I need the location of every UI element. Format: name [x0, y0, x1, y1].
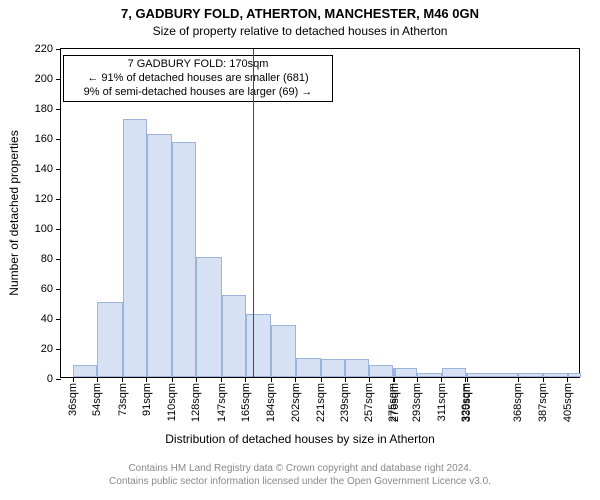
- histogram-bar: [417, 373, 441, 378]
- y-tick-label: 20: [41, 343, 61, 355]
- histogram-bar: [123, 119, 147, 377]
- x-tick-label: 91sqm: [141, 383, 153, 416]
- histogram-bar: [73, 365, 97, 377]
- y-tick-label: 220: [35, 43, 61, 55]
- x-tick: [271, 377, 272, 382]
- x-tick-label: 405sqm: [562, 383, 574, 422]
- x-tick: [394, 377, 395, 382]
- x-tick: [441, 377, 442, 382]
- x-tick-label: 147sqm: [216, 383, 228, 422]
- x-axis-label: Distribution of detached houses by size …: [0, 432, 600, 446]
- histogram-bar: [467, 373, 518, 378]
- footer-line: Contains public sector information licen…: [0, 475, 600, 488]
- y-axis-label: Number of detached properties: [7, 130, 21, 295]
- x-tick-label: 276sqm: [389, 383, 401, 422]
- footer-line: Contains HM Land Registry data © Crown c…: [0, 462, 600, 475]
- histogram-bar: [543, 373, 567, 378]
- histogram-bar: [147, 134, 172, 377]
- annotation-box: 7 GADBURY FOLD: 170sqm ← 91% of detached…: [63, 55, 333, 102]
- plot-area: 7 GADBURY FOLD: 170sqm ← 91% of detached…: [60, 48, 580, 378]
- x-tick-label: 239sqm: [339, 383, 351, 422]
- y-tick-label: 100: [35, 223, 61, 235]
- x-tick-label: 54sqm: [91, 383, 103, 416]
- x-tick: [221, 377, 222, 382]
- x-tick: [467, 377, 468, 382]
- annotation-line: 7 GADBURY FOLD: 170sqm: [70, 58, 326, 72]
- x-tick-label: 165sqm: [240, 383, 252, 422]
- annotation-line: ← 91% of detached houses are smaller (68…: [70, 72, 326, 86]
- histogram-bar: [271, 325, 295, 378]
- x-tick-label: 128sqm: [190, 383, 202, 422]
- x-tick: [567, 377, 568, 382]
- x-tick: [518, 377, 519, 382]
- x-tick-label: 202sqm: [290, 383, 302, 422]
- x-tick-label: 221sqm: [315, 383, 327, 422]
- x-tick-label: 311sqm: [436, 383, 448, 421]
- chart-subtitle: Size of property relative to detached ho…: [0, 24, 600, 38]
- histogram-bar: [518, 373, 543, 378]
- x-tick: [146, 377, 147, 382]
- property-marker-line: [253, 49, 254, 377]
- x-tick-label: 330sqm: [461, 383, 473, 422]
- x-tick: [122, 377, 123, 382]
- x-tick: [73, 377, 74, 382]
- x-tick: [321, 377, 322, 382]
- x-tick: [543, 377, 544, 382]
- annotation-line: 9% of semi-detached houses are larger (6…: [70, 86, 326, 100]
- x-tick-label: 387sqm: [537, 383, 549, 422]
- histogram-bar: [395, 368, 418, 377]
- y-tick-label: 0: [47, 373, 61, 385]
- x-tick-label: 36sqm: [67, 383, 79, 416]
- y-tick-label: 140: [35, 163, 61, 175]
- x-tick: [369, 377, 370, 382]
- footer-attribution: Contains HM Land Registry data © Crown c…: [0, 462, 600, 488]
- x-tick: [417, 377, 418, 382]
- x-tick: [345, 377, 346, 382]
- y-tick-label: 180: [35, 103, 61, 115]
- y-tick-label: 200: [35, 73, 61, 85]
- histogram-bar: [246, 314, 271, 377]
- chart-title: 7, GADBURY FOLD, ATHERTON, MANCHESTER, M…: [0, 6, 600, 21]
- x-tick-label: 184sqm: [265, 383, 277, 422]
- y-tick-label: 40: [41, 313, 61, 325]
- x-tick-label: 73sqm: [117, 383, 129, 416]
- x-tick: [196, 377, 197, 382]
- x-tick: [245, 377, 246, 382]
- y-tick-label: 80: [41, 253, 61, 265]
- x-tick-label: 368sqm: [512, 383, 524, 422]
- x-tick-label: 110sqm: [166, 383, 178, 421]
- histogram-bar: [568, 373, 581, 378]
- chart-container: { "chart": { "type": "histogram", "title…: [0, 0, 600, 500]
- histogram-bar: [222, 295, 246, 378]
- histogram-bar: [296, 358, 321, 378]
- histogram-bar: [172, 142, 196, 378]
- x-tick: [172, 377, 173, 382]
- histogram-bar: [97, 302, 122, 377]
- x-tick-label: 293sqm: [411, 383, 423, 422]
- histogram-bar: [369, 365, 393, 377]
- histogram-bar: [345, 359, 369, 377]
- y-tick-label: 120: [35, 193, 61, 205]
- histogram-bar: [321, 359, 345, 377]
- histogram-bar: [196, 257, 221, 377]
- x-tick-label: 257sqm: [363, 383, 375, 422]
- y-tick-label: 160: [35, 133, 61, 145]
- x-tick: [97, 377, 98, 382]
- histogram-bar: [442, 368, 466, 377]
- y-tick-label: 60: [41, 283, 61, 295]
- x-tick: [295, 377, 296, 382]
